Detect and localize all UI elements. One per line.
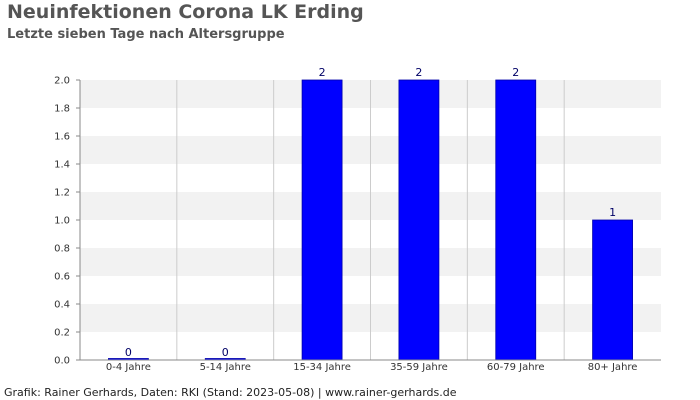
- x-tick-labels: 0-4 Jahre 5-14 Jahre 15-34 Jahre 35-59 Jahr…: [106, 362, 638, 373]
- y-tick-label: 0.8: [54, 244, 70, 255]
- y-tick-label: 0.4: [54, 300, 70, 311]
- bars: [108, 79, 633, 361]
- data-labels: 0 0 2 2 2 1: [125, 66, 616, 359]
- vertical-gridlines: [176, 80, 565, 360]
- data-label: 2: [512, 66, 519, 79]
- x-tick-label: 15-34 Jahre: [293, 362, 351, 373]
- data-label: 2: [319, 66, 326, 79]
- data-label: 0: [222, 346, 229, 359]
- x-tick-label: 0-4 Jahre: [106, 362, 151, 373]
- x-tick-label: 60-79 Jahre: [487, 362, 545, 373]
- footer-credit: Grafik: Rainer Gerhards, Daten: RKI (Sta…: [4, 386, 457, 399]
- y-tick-label: 0.6: [54, 272, 70, 283]
- bar-5: [495, 79, 537, 361]
- bar-6: [592, 219, 633, 361]
- y-tick-label: 0.0: [54, 356, 70, 367]
- y-tick-label: 1.0: [54, 216, 70, 227]
- chart-title: Neuinfektionen Corona LK Erding: [7, 1, 364, 23]
- y-tick-label: 1.6: [54, 132, 70, 143]
- x-tick-label: 35-59 Jahre: [390, 362, 448, 373]
- y-tick-label: 1.4: [54, 160, 70, 171]
- bar-3: [301, 79, 343, 361]
- bar-4: [398, 79, 440, 361]
- data-label: 0: [125, 346, 132, 359]
- y-tick-labels: 0.0 0.2 0.4 0.6 0.8 1.0 1.2 1.4 1.6 1.8 2.0: [54, 76, 80, 367]
- y-tick-label: 0.2: [54, 328, 70, 339]
- x-tick-label: 80+ Jahre: [588, 362, 638, 373]
- chart-subtitle: Letzte sieben Tage nach Altersgruppe: [7, 27, 285, 42]
- y-tick-label: 1.2: [54, 188, 70, 199]
- y-tick-label: 2.0: [54, 76, 70, 87]
- data-label: 1: [609, 206, 616, 219]
- x-tick-label: 5-14 Jahre: [200, 362, 251, 373]
- data-label: 2: [415, 66, 422, 79]
- y-tick-label: 1.8: [54, 104, 70, 115]
